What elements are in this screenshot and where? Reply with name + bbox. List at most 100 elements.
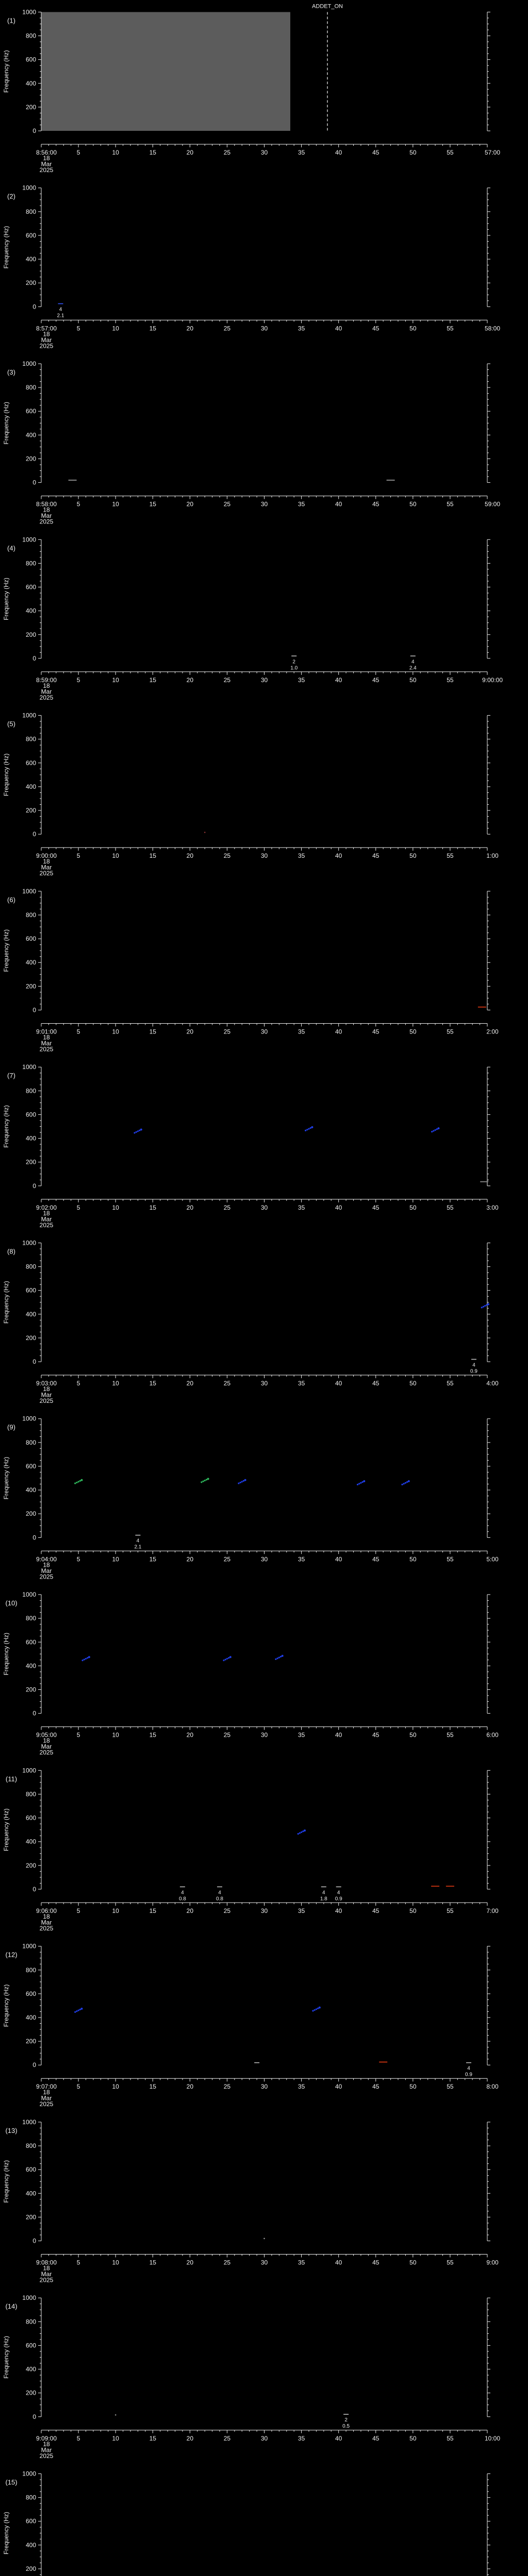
svg-text:30: 30 bbox=[261, 1204, 268, 1211]
svg-text:30: 30 bbox=[261, 676, 268, 684]
svg-text:2025: 2025 bbox=[40, 166, 54, 174]
svg-text:(12): (12) bbox=[5, 1951, 17, 1959]
svg-text:800: 800 bbox=[26, 1439, 36, 1446]
svg-text:Frequency (Hz): Frequency (Hz) bbox=[3, 2160, 10, 2203]
svg-text:15: 15 bbox=[150, 1380, 157, 1387]
svg-text:40: 40 bbox=[335, 501, 342, 508]
svg-text:1000: 1000 bbox=[22, 1239, 36, 1246]
svg-text:0: 0 bbox=[32, 303, 36, 310]
svg-text:1000: 1000 bbox=[22, 360, 36, 367]
svg-text:4: 4 bbox=[181, 1890, 184, 1895]
svg-text:25: 25 bbox=[224, 1555, 231, 1563]
svg-text:5: 5 bbox=[77, 325, 80, 332]
svg-text:25: 25 bbox=[224, 1732, 231, 1739]
svg-text:40: 40 bbox=[335, 2259, 342, 2266]
svg-text:25: 25 bbox=[224, 1204, 231, 1211]
svg-text:(6): (6) bbox=[7, 896, 15, 904]
svg-text:2: 2 bbox=[344, 2417, 348, 2423]
svg-text:2025: 2025 bbox=[40, 2277, 54, 2284]
svg-text:2025: 2025 bbox=[40, 1573, 54, 1580]
svg-text:5: 5 bbox=[77, 852, 80, 859]
svg-text:(13): (13) bbox=[5, 2127, 17, 2134]
svg-text:20: 20 bbox=[187, 1028, 194, 1035]
svg-text:40: 40 bbox=[335, 2083, 342, 2090]
svg-text:200: 200 bbox=[26, 631, 36, 638]
svg-text:800: 800 bbox=[26, 2494, 36, 2501]
svg-text:55: 55 bbox=[447, 2083, 454, 2090]
svg-text:200: 200 bbox=[26, 104, 36, 111]
svg-text:10: 10 bbox=[112, 501, 119, 508]
svg-text:15: 15 bbox=[150, 2435, 157, 2442]
svg-text:40: 40 bbox=[335, 1907, 342, 1914]
svg-text:30: 30 bbox=[261, 1555, 268, 1563]
svg-text:600: 600 bbox=[26, 1111, 36, 1118]
svg-text:50: 50 bbox=[409, 2083, 417, 2090]
svg-text:55: 55 bbox=[447, 1380, 454, 1387]
svg-text:(8): (8) bbox=[7, 1247, 15, 1255]
svg-text:5: 5 bbox=[77, 2435, 80, 2442]
svg-text:9:00:00: 9:00:00 bbox=[482, 676, 503, 684]
svg-text:Frequency (Hz): Frequency (Hz) bbox=[3, 226, 10, 269]
svg-text:800: 800 bbox=[26, 1967, 36, 1974]
svg-text:30: 30 bbox=[261, 2435, 268, 2442]
svg-text:50: 50 bbox=[409, 2435, 417, 2442]
svg-text:(14): (14) bbox=[5, 2302, 17, 2310]
svg-text:50: 50 bbox=[409, 1380, 417, 1387]
svg-text:800: 800 bbox=[26, 736, 36, 743]
svg-text:0.8: 0.8 bbox=[216, 1896, 223, 1902]
svg-text:35: 35 bbox=[298, 1028, 305, 1035]
svg-text:59:00: 59:00 bbox=[485, 501, 500, 508]
svg-text:0: 0 bbox=[32, 1710, 36, 1717]
svg-text:400: 400 bbox=[26, 1311, 36, 1318]
svg-text:55: 55 bbox=[447, 1204, 454, 1211]
svg-text:20: 20 bbox=[187, 2083, 194, 2090]
svg-text:1.8: 1.8 bbox=[320, 1896, 327, 1902]
svg-text:5: 5 bbox=[77, 1380, 80, 1387]
svg-text:200: 200 bbox=[26, 982, 36, 990]
svg-text:55: 55 bbox=[447, 325, 454, 332]
svg-text:25: 25 bbox=[224, 501, 231, 508]
svg-text:600: 600 bbox=[26, 408, 36, 415]
svg-text:Frequency (Hz): Frequency (Hz) bbox=[3, 929, 10, 972]
svg-text:15: 15 bbox=[150, 2083, 157, 2090]
svg-text:200: 200 bbox=[26, 2389, 36, 2397]
svg-text:50: 50 bbox=[409, 325, 417, 332]
svg-text:35: 35 bbox=[298, 2435, 305, 2442]
svg-text:Frequency (Hz): Frequency (Hz) bbox=[3, 402, 10, 445]
svg-text:400: 400 bbox=[26, 607, 36, 615]
svg-text:600: 600 bbox=[26, 759, 36, 767]
svg-text:600: 600 bbox=[26, 1815, 36, 1822]
svg-text:40: 40 bbox=[335, 325, 342, 332]
svg-text:50: 50 bbox=[409, 2259, 417, 2266]
svg-text:800: 800 bbox=[26, 384, 36, 391]
svg-text:25: 25 bbox=[224, 2259, 231, 2266]
svg-text:45: 45 bbox=[372, 2083, 380, 2090]
svg-text:1000: 1000 bbox=[22, 2119, 36, 2126]
svg-text:1:00: 1:00 bbox=[486, 852, 499, 859]
svg-text:(4): (4) bbox=[7, 544, 15, 552]
svg-text:(1): (1) bbox=[7, 16, 15, 24]
svg-text:35: 35 bbox=[298, 325, 305, 332]
svg-text:(2): (2) bbox=[7, 193, 15, 200]
svg-text:5: 5 bbox=[77, 501, 80, 508]
svg-text:400: 400 bbox=[26, 1662, 36, 1669]
svg-text:400: 400 bbox=[26, 431, 36, 438]
svg-text:30: 30 bbox=[261, 2083, 268, 2090]
svg-text:25: 25 bbox=[224, 1380, 231, 1387]
svg-text:45: 45 bbox=[372, 1380, 380, 1387]
svg-text:400: 400 bbox=[26, 2541, 36, 2549]
svg-text:Frequency (Hz): Frequency (Hz) bbox=[3, 1808, 10, 1851]
svg-text:5: 5 bbox=[77, 1555, 80, 1563]
svg-text:600: 600 bbox=[26, 935, 36, 942]
svg-text:1000: 1000 bbox=[22, 1591, 36, 1598]
svg-text:35: 35 bbox=[298, 2083, 305, 2090]
svg-text:45: 45 bbox=[372, 1732, 380, 1739]
svg-text:800: 800 bbox=[26, 1615, 36, 1622]
svg-text:(7): (7) bbox=[7, 1072, 15, 1079]
svg-text:45: 45 bbox=[372, 1555, 380, 1563]
svg-text:800: 800 bbox=[26, 1087, 36, 1094]
svg-text:55: 55 bbox=[447, 2259, 454, 2266]
svg-text:40: 40 bbox=[335, 149, 342, 156]
svg-text:800: 800 bbox=[26, 560, 36, 567]
svg-text:35: 35 bbox=[298, 149, 305, 156]
